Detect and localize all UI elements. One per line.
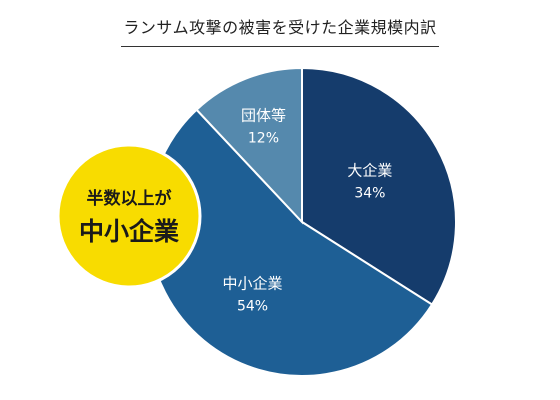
chart-title-wrap: ランサム攻撃の被害を受けた企業規模内訳 xyxy=(0,14,560,47)
callout-line2: 中小企業 xyxy=(79,217,179,246)
callout-line1: 半数以上が xyxy=(87,188,172,209)
slice-organizations-label: 団体等 xyxy=(241,107,286,125)
slice-large-enterprise-value: 34% xyxy=(354,186,385,202)
slice-sme-value: 54% xyxy=(237,299,268,315)
slice-organizations xyxy=(195,66,303,225)
slice-large-enterprise-label: 大企業 xyxy=(347,162,392,180)
slice-sme-label: 中小企業 xyxy=(223,275,283,293)
chart-title: ランサム攻撃の被害を受けた企業規模内訳 xyxy=(121,14,439,47)
callout-badge xyxy=(56,143,202,289)
slice-organizations-value: 12% xyxy=(248,131,279,147)
